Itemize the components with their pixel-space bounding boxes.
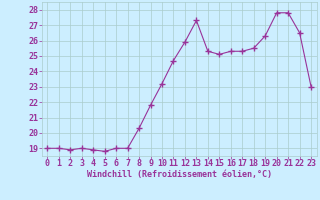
X-axis label: Windchill (Refroidissement éolien,°C): Windchill (Refroidissement éolien,°C) <box>87 170 272 179</box>
